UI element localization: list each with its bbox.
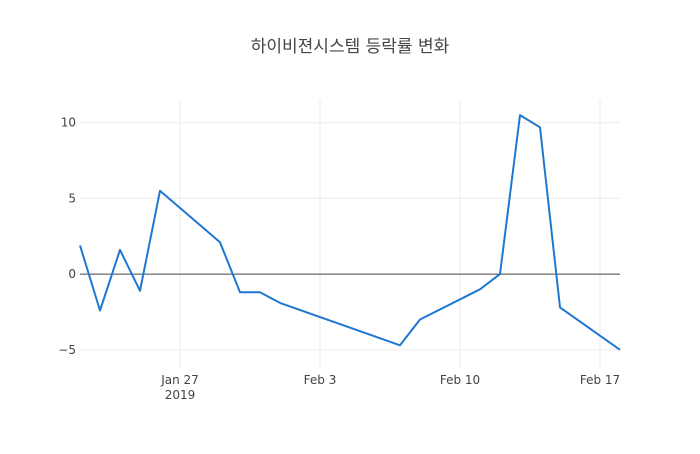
y-tick-label: 5 [68,191,76,205]
y-tick-label: 0 [68,267,76,281]
y-tick-label: −5 [58,343,76,357]
x-tick-label: Feb 10 [440,373,480,387]
y-tick-label: 10 [61,116,76,130]
x-tick-label: Jan 27 [160,373,199,387]
x-tick-label: Feb 3 [304,373,337,387]
chart-title: 하이비젼시스템 등락률 변화 [250,37,450,57]
x-tick-label: Feb 17 [580,373,620,387]
series-line [79,114,621,351]
x-tick-sublabel: 2019 [165,388,196,402]
